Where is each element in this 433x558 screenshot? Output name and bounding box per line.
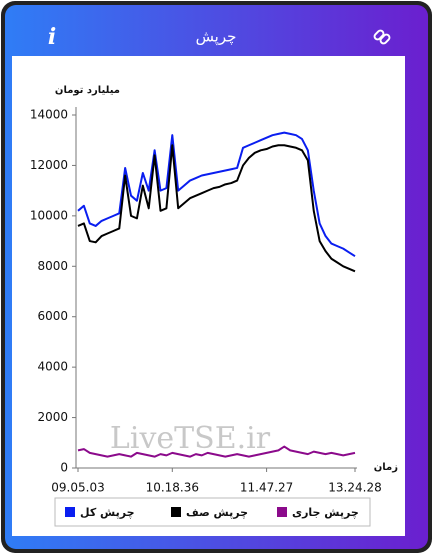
y-tick-label: 2000 bbox=[37, 410, 68, 424]
link-icon[interactable] bbox=[373, 29, 391, 45]
series-line bbox=[77, 445, 356, 458]
x-tick-label: 09.05.03 bbox=[51, 481, 104, 495]
y-tick-label: 8000 bbox=[37, 259, 68, 273]
x-axis-title: زمان bbox=[374, 462, 398, 473]
legend-label: چرپش صف bbox=[186, 506, 248, 519]
y-tick-label: 14000 bbox=[30, 108, 68, 122]
header-title: چرپش bbox=[196, 28, 237, 47]
legend-swatch bbox=[277, 507, 287, 517]
y-tick-label: 6000 bbox=[37, 309, 68, 323]
legend-label: چرپش جاری bbox=[292, 506, 359, 519]
y-axis-title: میلیارد تومان bbox=[55, 85, 120, 96]
legend-swatch bbox=[171, 507, 181, 517]
x-tick-label: 11.47.27 bbox=[240, 481, 293, 495]
y-tick-label: 0 bbox=[60, 461, 68, 475]
panel bbox=[12, 56, 405, 536]
watermark: LiveTSE.ir bbox=[110, 421, 271, 456]
series-line bbox=[77, 144, 356, 273]
y-tick-label: 10000 bbox=[30, 208, 68, 222]
x-tick-label: 13.24.28 bbox=[328, 481, 381, 495]
info-button[interactable]: i bbox=[48, 24, 56, 50]
legend-box bbox=[54, 497, 371, 527]
y-tick-label: 4000 bbox=[37, 360, 68, 374]
x-tick-label: 10.18.36 bbox=[146, 481, 199, 495]
legend-swatch bbox=[65, 507, 75, 517]
y-tick-label: 12000 bbox=[30, 158, 68, 172]
legend-label: چرپش کل bbox=[80, 506, 135, 519]
